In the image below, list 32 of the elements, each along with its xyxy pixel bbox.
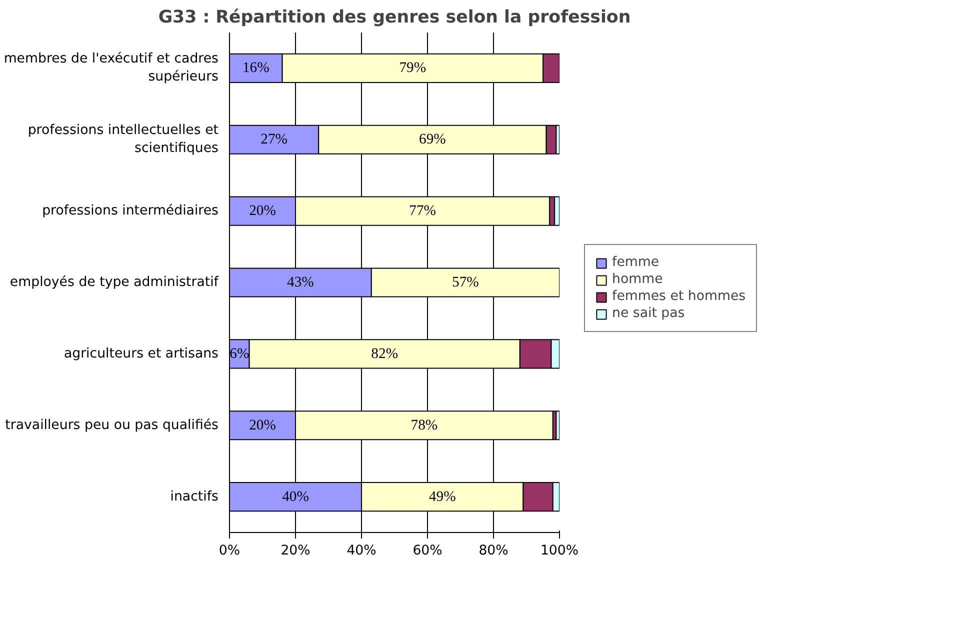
data-label: 20% [249,203,276,220]
data-label: 57% [452,274,479,290]
data-label: 16% [242,60,270,76]
chart-title: G33 : Répartition des genres selon la profession [158,8,631,28]
data-label: 79% [399,60,426,76]
data-label: 20% [249,417,276,434]
x-tick-label: 100% [540,544,579,558]
legend-label: ne sait pas [612,306,685,321]
y-tick-label: agriculteurs et artisans [64,346,219,362]
y-tick-label: membres de l'exécutif et cadres supérieurs [4,52,219,85]
y-tick-label: travailleurs peu ou pas qualifiés [5,418,219,433]
x-tick-label: 60% [412,544,442,558]
y-tick-label: professions intellectuelles et scientifiques [28,123,219,156]
y-tick-label: inactifs [170,489,219,504]
data-label: 78% [410,417,438,434]
data-label: 43% [287,274,314,290]
y-tick-label: professions intermédiaires [42,204,219,219]
data-label: 77% [409,203,436,220]
data-label: 69% [419,132,446,148]
legend-label: homme [612,272,663,287]
x-tick-label: 80% [478,544,508,558]
x-tick-label: 0% [218,544,240,558]
data-label: 27% [260,132,288,148]
legend-label: femme [612,255,660,270]
x-tick-label: 20% [280,544,310,558]
data-label: 82% [371,346,398,362]
data-label: 49% [428,488,456,505]
bar [556,410,560,440]
data-label: 40% [282,488,309,505]
legend-label: femmes et hommes [612,289,746,304]
y-tick-label: employés de type administratif [10,275,219,290]
x-tick-label: 40% [346,544,376,558]
